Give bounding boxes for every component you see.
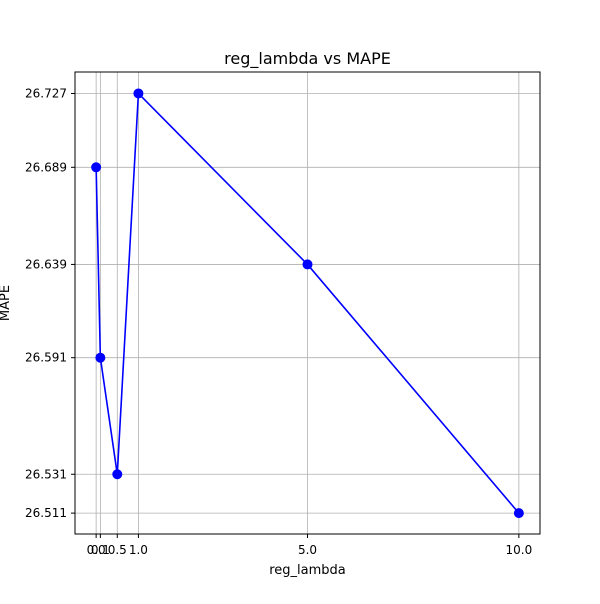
x-tick-label: 1.0 [129, 543, 148, 557]
data-point [133, 88, 144, 99]
axes-layer: 0.00.10.5 1.0 5.0 10.0 26.511 26.531 26.591 26.… [25, 71, 541, 557]
data-point [95, 352, 106, 363]
y-tick-label: 26.639 [25, 257, 67, 271]
series-layer [91, 88, 524, 519]
x-tick-label: 10.0 [506, 543, 533, 557]
x-tick-label: 5.0 [298, 543, 317, 557]
data-point [513, 508, 524, 519]
chart-title: reg_lambda vs MAPE [224, 49, 391, 69]
x-axis-label: reg_lambda [269, 563, 346, 578]
data-point [112, 469, 123, 480]
y-tick-label: 26.727 [25, 86, 67, 100]
x-tick-label: 0.0 [87, 543, 106, 557]
y-tick-label: 26.511 [25, 506, 67, 520]
y-tick-label: 26.689 [25, 160, 67, 174]
grid-layer [75, 72, 540, 534]
series-line [95, 92, 520, 514]
x-tick-label: 0.5 [108, 543, 127, 557]
y-tick-label: 26.531 [25, 467, 67, 481]
x-tick-label: 0.1 [91, 543, 110, 557]
data-point [302, 259, 313, 270]
y-tick-label: 26.591 [25, 351, 67, 365]
data-point [91, 162, 102, 173]
y-axis-label: MAPE [0, 285, 13, 321]
